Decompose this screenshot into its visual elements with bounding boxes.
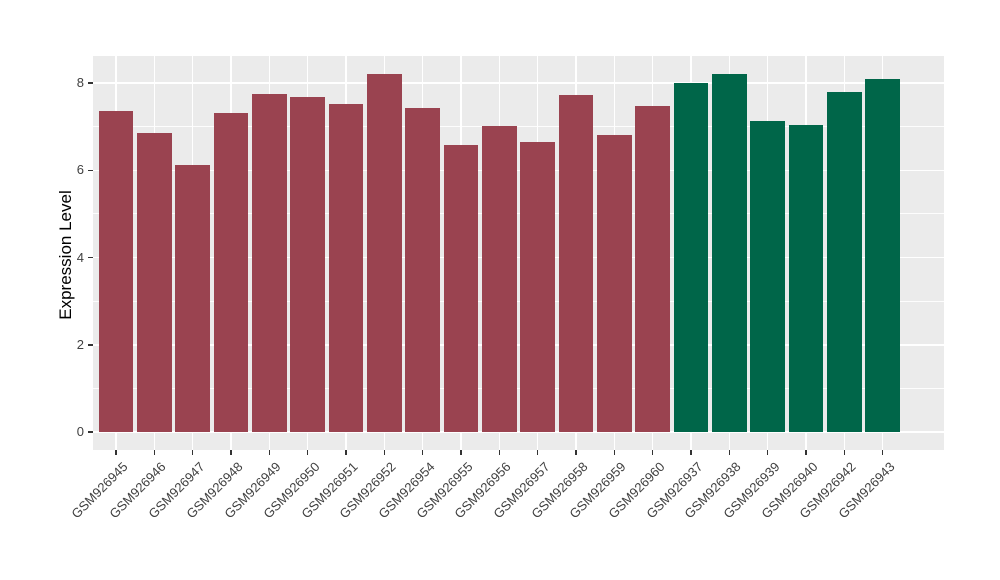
bar-GSM926955 (443, 144, 479, 433)
bar-GSM926950 (290, 96, 325, 433)
x-tick-mark (575, 450, 577, 455)
x-tick-mark (536, 450, 539, 455)
x-tick-mark (421, 450, 424, 455)
major-gridline (93, 431, 944, 433)
x-tick-mark (191, 450, 194, 455)
bar-GSM926948 (213, 112, 249, 433)
bar-GSM926943 (865, 78, 900, 433)
major-gridline (93, 256, 944, 259)
x-tick-mark (306, 450, 309, 455)
y-tick-mark (88, 344, 93, 346)
x-tick-mark (115, 450, 117, 455)
x-tick-mark (805, 450, 807, 455)
major-gridline (93, 169, 944, 172)
x-tick-mark (651, 450, 654, 455)
y-tick-mark (88, 431, 93, 433)
bar-GSM926949 (252, 93, 287, 433)
bar-GSM926947 (175, 164, 210, 433)
minor-gridline (93, 213, 944, 215)
x-tick-mark (345, 450, 347, 455)
bar-GSM926952 (367, 74, 402, 433)
x-tick-mark (613, 450, 616, 455)
y-tick-mark (88, 82, 93, 84)
y-tick-mark (88, 169, 93, 172)
x-tick-mark (268, 450, 271, 455)
y-tick-label: 8 (76, 75, 84, 91)
x-tick-mark (766, 450, 769, 455)
y-tick-label: 0 (76, 424, 84, 440)
y-tick-mark (88, 256, 93, 259)
minor-gridline (93, 387, 944, 389)
bar-GSM926954 (405, 108, 440, 433)
bar-GSM926938 (712, 73, 747, 433)
bar-GSM926946 (137, 133, 172, 433)
x-tick-mark (728, 450, 731, 455)
x-tick-mark (230, 450, 232, 455)
y-tick-label: 6 (76, 162, 84, 178)
bar-GSM926960 (635, 106, 670, 433)
bar-GSM926939 (750, 121, 785, 433)
bar-GSM926956 (482, 125, 517, 433)
bar-GSM926959 (597, 134, 632, 433)
x-tick-mark (498, 450, 501, 455)
bar-GSM926940 (788, 124, 824, 433)
bar-GSM926942 (827, 92, 862, 433)
bar-GSM926958 (558, 95, 594, 433)
y-tick-label: 2 (76, 336, 84, 352)
bar-GSM926937 (673, 83, 709, 433)
y-tick-label: 4 (76, 249, 84, 265)
minor-gridline (93, 300, 944, 302)
x-tick-mark (843, 450, 846, 455)
minor-gridline (93, 126, 944, 128)
bar-GSM926945 (98, 110, 134, 433)
x-tick-mark (881, 450, 884, 455)
major-gridline (93, 344, 944, 346)
x-tick-mark (690, 450, 692, 455)
x-tick-mark (460, 450, 462, 455)
bar-GSM926951 (328, 103, 364, 433)
major-gridline (93, 82, 944, 84)
bar-GSM926957 (520, 142, 555, 433)
x-tick-mark (383, 450, 386, 455)
x-tick-mark (153, 450, 156, 455)
